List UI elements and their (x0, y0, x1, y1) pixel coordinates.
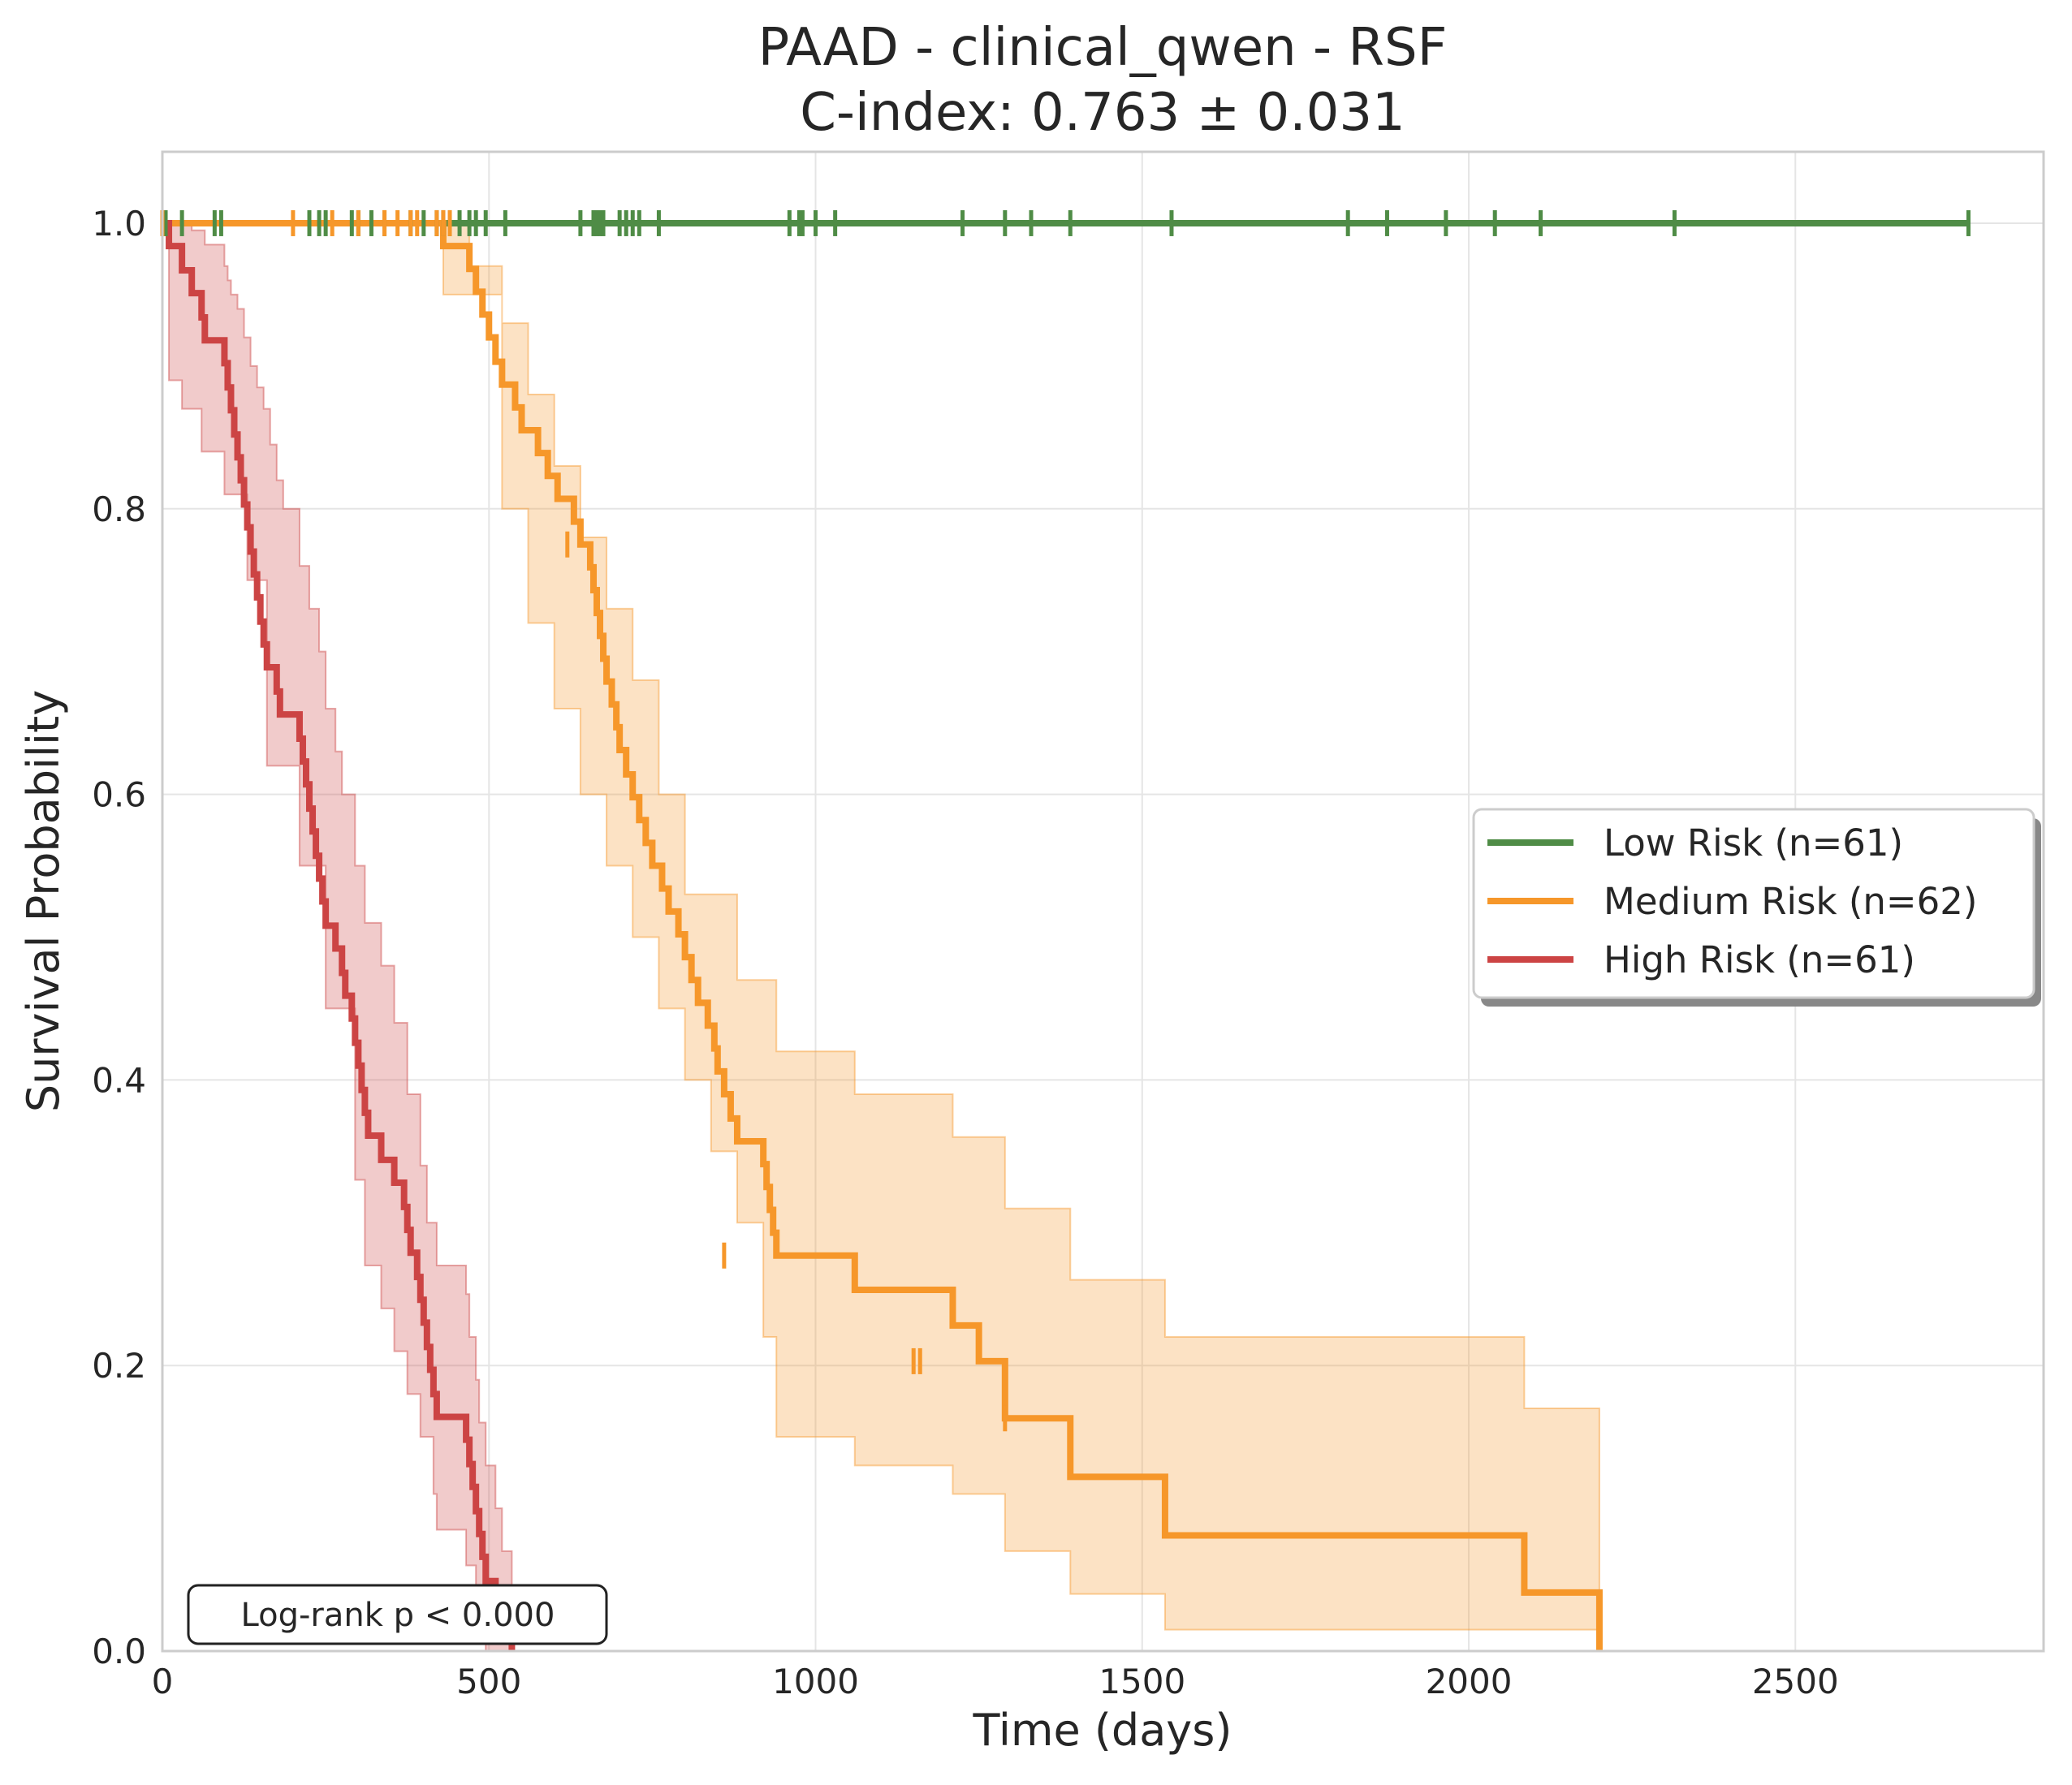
x-tick-label: 1000 (772, 1662, 859, 1701)
x-tick-label: 0 (152, 1662, 174, 1701)
chart-subtitle: C-index: 0.763 ± 0.031 (800, 83, 1405, 143)
annotation-box (187, 1584, 608, 1645)
y-tick-label: 0.4 (92, 1060, 146, 1100)
y-tick-label: 0.2 (92, 1346, 146, 1386)
logrank-annotation: Log-rank p < 0.000 (187, 1584, 608, 1645)
survival-curves (162, 219, 1969, 1651)
y-axis-label: Survival Probability (18, 690, 69, 1112)
x-tick-label: 500 (456, 1662, 521, 1701)
x-tick-label: 2500 (1752, 1662, 1839, 1701)
x-tick-label: 1500 (1099, 1662, 1185, 1701)
y-axis-ticks: 0.0 0.2 0.4 0.6 0.8 1.0 (92, 204, 146, 1671)
censor-marks (160, 209, 1971, 1432)
legend: Low Risk (n=61) Medium Risk (n=62) High … (1472, 808, 2041, 1007)
legend-label-medium: Medium Risk (n=62) (1604, 880, 1977, 923)
legend-label-low: Low Risk (n=61) (1604, 821, 1903, 864)
legend-box (1472, 808, 2035, 999)
plot-frame (161, 150, 2045, 1653)
y-tick-label: 1.0 (92, 204, 146, 244)
survival-curve-high (162, 219, 516, 1651)
survival-curve-medium (162, 219, 1603, 1651)
y-tick-label: 0.0 (92, 1632, 146, 1671)
y-tick-label: 0.8 (92, 489, 146, 529)
x-axis-ticks: 0 500 1000 1500 2000 2500 (152, 1662, 1839, 1701)
legend-label-high: High Risk (n=61) (1604, 938, 1915, 981)
x-tick-label: 2000 (1426, 1662, 1513, 1701)
y-tick-label: 0.6 (92, 775, 146, 815)
chart-title: PAAD - clinical_qwen - RSF (758, 18, 1448, 78)
x-axis-label: Time (days) (973, 1705, 1232, 1756)
annotation-text: Log-rank p < 0.000 (241, 1597, 555, 1634)
